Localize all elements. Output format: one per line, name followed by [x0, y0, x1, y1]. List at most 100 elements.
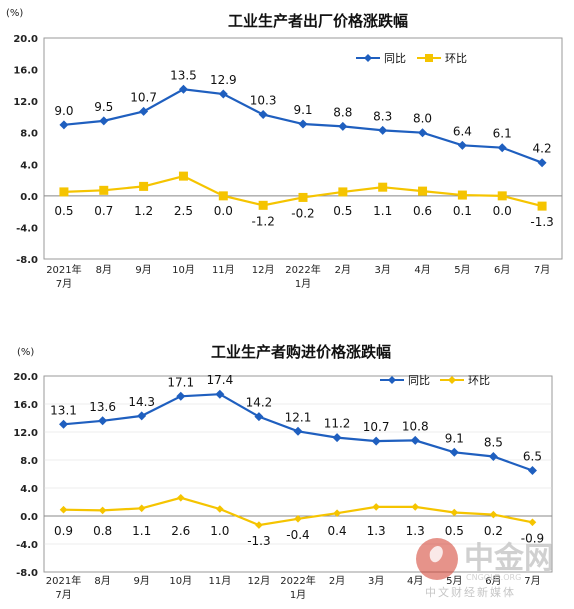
- data-label: 0.4: [328, 524, 347, 538]
- y-tick-label: 16.0: [13, 400, 38, 411]
- data-label: 17.1: [167, 375, 194, 389]
- x-tick-label: 9月: [134, 575, 150, 587]
- data-label: 9.0: [54, 104, 73, 118]
- x-tick-label: 1月: [290, 589, 306, 601]
- data-label: 10.7: [130, 90, 157, 104]
- chart-title: 工业生产者出厂价格涨跌幅: [228, 12, 408, 30]
- x-tick-label: 6月: [494, 264, 510, 276]
- plot-area: [43, 37, 563, 260]
- y-tick-label: 20.0: [13, 34, 38, 45]
- data-point: [450, 508, 459, 517]
- data-point: [537, 201, 547, 211]
- data-label: 17.4: [206, 373, 233, 387]
- data-label: 0.6: [413, 204, 432, 218]
- data-label: 0.2: [484, 524, 503, 538]
- data-label: -1.3: [247, 534, 270, 548]
- data-label: 1.1: [373, 204, 392, 218]
- data-point: [139, 181, 149, 191]
- data-point: [371, 436, 381, 446]
- x-tick-label: 5月: [446, 575, 462, 587]
- data-point: [333, 509, 341, 517]
- watermark-brand: 中金网: [464, 541, 554, 576]
- chart-title: 工业生产者购进价格涨跌幅: [211, 343, 391, 361]
- data-point: [59, 419, 69, 429]
- data-point: [378, 182, 388, 192]
- data-point: [178, 171, 188, 181]
- data-label: -0.9: [521, 531, 544, 545]
- y-tick-label: -8.0: [16, 568, 38, 579]
- legend-label: 同比: [384, 52, 406, 65]
- data-label: 2.6: [171, 524, 190, 538]
- data-label: 8.5: [484, 436, 503, 450]
- y-axis-unit: (%): [17, 347, 34, 358]
- data-label: 8.0: [413, 112, 432, 126]
- data-label: 4.2: [533, 142, 552, 156]
- data-point: [457, 140, 467, 150]
- data-point: [258, 110, 268, 120]
- x-tick-label: 2月: [329, 575, 345, 587]
- data-point: [338, 121, 348, 131]
- data-label: 1.3: [367, 524, 386, 538]
- x-tick-label: 10月: [169, 575, 192, 587]
- x-tick-label: 2021年: [46, 574, 81, 587]
- legend-label: 同比: [408, 374, 430, 387]
- data-label: 8.8: [333, 105, 352, 119]
- y-tick-label: 4.0: [20, 160, 38, 171]
- data-label: 6.4: [453, 124, 472, 138]
- x-tick-label: 2月: [335, 264, 351, 276]
- data-point: [497, 143, 507, 153]
- data-label: 12.9: [210, 73, 237, 87]
- x-tick-label: 7月: [56, 278, 72, 290]
- data-label: 1.3: [406, 524, 425, 538]
- x-tick-label: 2021年: [46, 263, 81, 276]
- data-label: 9.1: [445, 431, 464, 445]
- data-point: [98, 506, 107, 515]
- data-point: [59, 120, 69, 130]
- data-point: [98, 416, 108, 426]
- data-label: 8.3: [373, 109, 392, 123]
- x-tick-label: 3月: [368, 575, 384, 587]
- x-tick-label: 12月: [252, 264, 275, 276]
- data-point: [298, 119, 308, 129]
- x-tick-label: 2022年: [280, 574, 315, 587]
- data-label: 6.1: [493, 127, 512, 141]
- data-point: [294, 515, 302, 523]
- x-tick-label: 7月: [524, 575, 540, 587]
- y-tick-label: 8.0: [20, 456, 38, 467]
- x-tick-label: 9月: [135, 264, 151, 276]
- x-tick-label: 7月: [534, 264, 550, 276]
- legend-label: 环比: [445, 52, 467, 65]
- data-point: [216, 505, 224, 513]
- data-label: 14.3: [128, 395, 155, 409]
- data-point: [497, 191, 507, 201]
- data-label: 11.2: [324, 417, 351, 431]
- data-point: [378, 125, 388, 135]
- data-point: [293, 426, 303, 436]
- x-tick-label: 11月: [208, 575, 231, 587]
- data-point: [488, 452, 498, 461]
- y-tick-label: 4.0: [20, 484, 38, 495]
- data-point: [59, 505, 68, 514]
- y-tick-label: -8.0: [16, 255, 38, 266]
- data-point: [298, 192, 308, 202]
- data-label: 10.7: [363, 420, 390, 434]
- data-label: 0.5: [54, 204, 73, 218]
- chart-export-price: 工业生产者出厂价格涨跌幅 (%) 20.0 16.0 12.0 8.0 4.0 0.0 -4.0…: [6, 8, 563, 290]
- x-tick-label: 8月: [94, 575, 110, 587]
- data-point: [137, 504, 146, 513]
- y-tick-label: 0.0: [20, 512, 38, 523]
- data-point: [99, 185, 109, 195]
- x-tick-label: 3月: [375, 264, 391, 276]
- x-tick-label: 8月: [96, 264, 112, 276]
- data-label: 10.3: [250, 94, 277, 108]
- plot-area: [43, 375, 553, 573]
- x-tick-label: 1月: [295, 278, 311, 290]
- y-axis-unit: (%): [6, 8, 23, 19]
- legend-marker: [425, 54, 433, 62]
- x-tick-label: 6月: [485, 575, 501, 587]
- data-label: 0.1: [453, 204, 472, 218]
- data-point: [215, 389, 225, 399]
- data-point: [489, 510, 498, 519]
- y-tick-label: 16.0: [13, 66, 38, 77]
- data-label: 0.5: [333, 204, 352, 218]
